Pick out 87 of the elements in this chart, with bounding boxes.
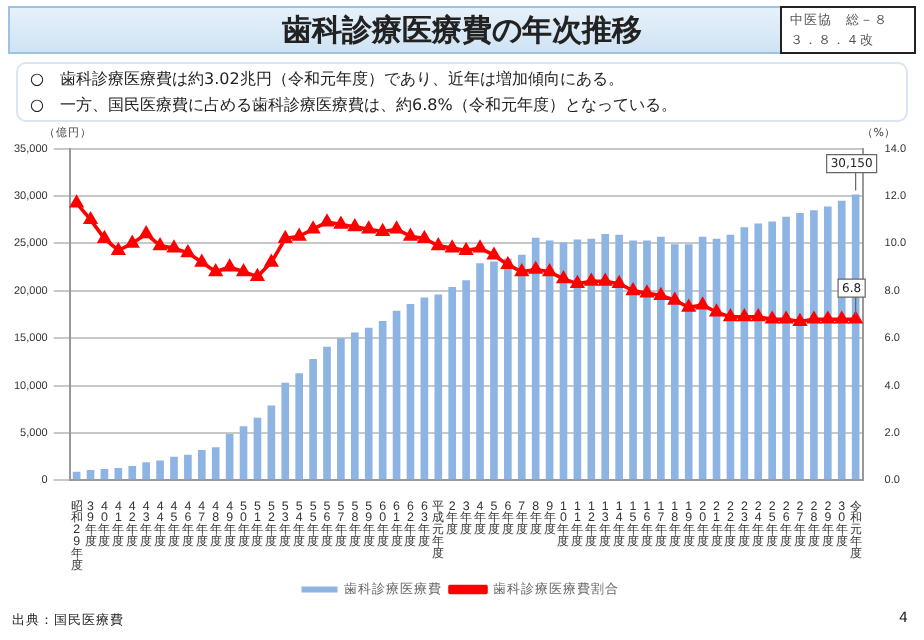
point — [835, 312, 849, 324]
bar — [476, 263, 484, 480]
point — [237, 264, 250, 277]
point — [765, 312, 779, 324]
point — [724, 309, 737, 322]
bar — [531, 237, 540, 480]
point — [334, 217, 348, 229]
point — [557, 271, 570, 284]
bar — [823, 206, 832, 480]
point — [153, 238, 167, 251]
point — [640, 286, 654, 298]
bar — [587, 238, 596, 480]
bar — [810, 210, 818, 480]
point — [668, 293, 682, 305]
point — [543, 264, 556, 277]
bar — [128, 466, 137, 480]
bar — [434, 294, 443, 480]
point — [751, 309, 765, 322]
bar — [197, 449, 206, 480]
text: ○ 歯科診療医療費は約3.02兆円（令和元年度）であり、近年は増加傾向にある。 — [30, 68, 626, 92]
bar — [420, 297, 429, 480]
bar — [351, 332, 359, 480]
point — [195, 255, 209, 267]
bar — [504, 258, 512, 480]
point — [125, 236, 139, 248]
bar — [211, 447, 220, 480]
point — [445, 241, 459, 253]
point — [612, 276, 626, 289]
bar — [643, 240, 651, 480]
bar — [323, 346, 331, 480]
bar — [601, 233, 610, 480]
point — [278, 231, 292, 244]
point — [654, 288, 668, 300]
bar — [295, 373, 304, 480]
bar — [253, 417, 262, 480]
bar — [281, 382, 290, 480]
bar — [225, 433, 234, 480]
point — [306, 222, 320, 234]
bar — [448, 286, 457, 480]
point — [84, 212, 97, 225]
bar — [796, 213, 804, 480]
point — [696, 297, 709, 310]
point — [793, 314, 807, 326]
point — [626, 283, 640, 296]
point — [431, 238, 445, 251]
bar — [490, 261, 498, 480]
bar — [768, 221, 776, 480]
bar — [517, 254, 526, 480]
bar — [267, 405, 276, 480]
bar — [239, 426, 248, 480]
bar — [142, 462, 150, 480]
bar — [615, 234, 623, 480]
point — [779, 312, 793, 324]
bar — [684, 244, 693, 480]
bar — [378, 321, 387, 480]
bar — [337, 338, 345, 480]
chart-title: 歯科診療医療費の年次推移 — [282, 12, 642, 48]
point — [362, 222, 376, 234]
point — [515, 264, 529, 277]
bar — [170, 456, 178, 480]
point — [821, 312, 835, 324]
bar — [670, 244, 679, 480]
point — [181, 245, 195, 258]
bar — [156, 460, 164, 480]
point — [348, 219, 362, 232]
point — [320, 215, 334, 227]
point — [487, 248, 501, 260]
text: ○ 一方、国民医療費に占める歯科診療医療費は、約6.8%（令和元年度）となっている。 — [30, 94, 679, 118]
point — [139, 226, 153, 239]
bar — [657, 236, 665, 480]
bar — [782, 216, 790, 480]
point — [473, 241, 487, 253]
point — [459, 243, 473, 255]
point — [807, 312, 821, 324]
point — [501, 257, 515, 270]
bar — [754, 223, 763, 480]
point — [598, 274, 612, 286]
bar — [392, 310, 401, 480]
point — [209, 264, 223, 277]
bar — [462, 280, 470, 480]
bar — [184, 454, 192, 480]
bar — [629, 240, 637, 480]
point — [292, 229, 306, 241]
point — [167, 241, 181, 253]
bar — [406, 304, 415, 480]
bar — [309, 359, 317, 480]
bar — [364, 327, 373, 480]
